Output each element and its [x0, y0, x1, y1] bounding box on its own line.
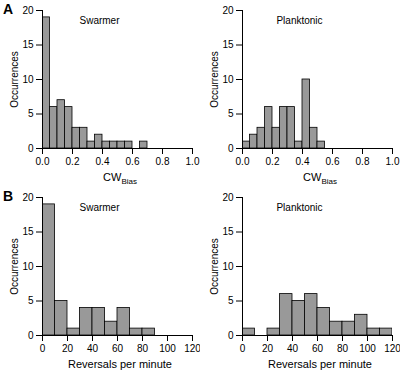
html-text:B: B — [3, 188, 14, 204]
svg-text:40: 40 — [87, 343, 99, 354]
svg-text:0.4: 0.4 — [296, 156, 310, 167]
svg-text:20: 20 — [62, 343, 74, 354]
svg-text:0: 0 — [28, 330, 34, 341]
svg-text:20: 20 — [262, 343, 274, 354]
svg-text:1.0: 1.0 — [186, 156, 200, 167]
svg-text:Swarmer: Swarmer — [79, 202, 120, 213]
svg-text:15: 15 — [22, 39, 34, 50]
svg-text:0.6: 0.6 — [126, 156, 140, 167]
svg-text:Occurrences: Occurrences — [209, 238, 220, 295]
svg-text:Swarmer: Swarmer — [79, 15, 120, 26]
svg-text:Planktonic: Planktonic — [276, 15, 322, 26]
html-text:A: A — [3, 1, 14, 17]
svg-text:80: 80 — [337, 343, 349, 354]
svg-text:5: 5 — [28, 108, 34, 119]
svg-text:0.8: 0.8 — [156, 156, 170, 167]
html-text:Reversals per minute: Reversals per minute — [268, 358, 372, 370]
svg-text:0.8: 0.8 — [356, 156, 370, 167]
svg-text:10: 10 — [22, 261, 34, 272]
svg-text:Occurrences: Occurrences — [9, 51, 20, 108]
svg-text:0.6: 0.6 — [326, 156, 340, 167]
svg-text:5: 5 — [228, 108, 234, 119]
svg-text:100: 100 — [359, 343, 376, 354]
svg-text:40: 40 — [287, 343, 299, 354]
html-text:CWBias: CWBias — [103, 171, 137, 187]
svg-text:5: 5 — [28, 295, 34, 306]
svg-text:0.0: 0.0 — [36, 156, 50, 167]
svg-text:15: 15 — [222, 39, 234, 50]
svg-text:20: 20 — [22, 192, 34, 203]
svg-text:80: 80 — [137, 343, 149, 354]
svg-text:10: 10 — [222, 74, 234, 85]
svg-text:20: 20 — [222, 192, 234, 203]
svg-text:120: 120 — [384, 343, 400, 354]
svg-text:10: 10 — [22, 74, 34, 85]
svg-text:0.4: 0.4 — [96, 156, 110, 167]
svg-text:0: 0 — [240, 343, 246, 354]
svg-text:1.0: 1.0 — [386, 156, 400, 167]
svg-text:0: 0 — [28, 143, 34, 154]
svg-text:10: 10 — [222, 261, 234, 272]
svg-text:0: 0 — [228, 143, 234, 154]
svg-text:0.2: 0.2 — [66, 156, 80, 167]
svg-text:5: 5 — [228, 295, 234, 306]
svg-text:Planktonic: Planktonic — [276, 202, 322, 213]
svg-text:20: 20 — [22, 5, 34, 16]
svg-text:60: 60 — [112, 343, 124, 354]
svg-text:Occurrences: Occurrences — [209, 51, 220, 108]
svg-text:Occurrences: Occurrences — [9, 238, 20, 295]
svg-text:0: 0 — [40, 343, 46, 354]
svg-text:100: 100 — [159, 343, 176, 354]
svg-text:120: 120 — [184, 343, 200, 354]
svg-text:15: 15 — [22, 226, 34, 237]
html-text:Reversals per minute: Reversals per minute — [68, 358, 172, 370]
svg-text:0: 0 — [228, 330, 234, 341]
svg-text:15: 15 — [222, 226, 234, 237]
html-text:CWBias: CWBias — [303, 171, 337, 187]
svg-text:20: 20 — [222, 5, 234, 16]
svg-text:0.2: 0.2 — [266, 156, 280, 167]
svg-text:0.0: 0.0 — [236, 156, 250, 167]
svg-text:60: 60 — [312, 343, 324, 354]
